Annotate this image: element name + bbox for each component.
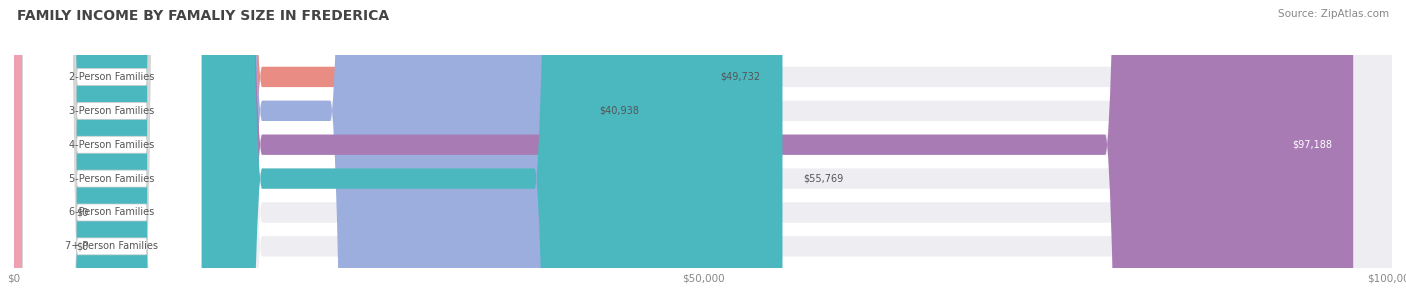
FancyBboxPatch shape [14, 0, 699, 305]
FancyBboxPatch shape [14, 0, 52, 305]
Text: $40,938: $40,938 [599, 106, 638, 116]
Text: $0: $0 [76, 241, 89, 251]
FancyBboxPatch shape [22, 0, 201, 305]
FancyBboxPatch shape [14, 0, 52, 305]
Text: 7+ Person Families: 7+ Person Families [66, 241, 159, 251]
FancyBboxPatch shape [14, 0, 1353, 305]
FancyBboxPatch shape [14, 0, 1392, 305]
Text: $97,188: $97,188 [1292, 140, 1333, 150]
Text: 4-Person Families: 4-Person Families [69, 140, 155, 150]
Text: 5-Person Families: 5-Person Families [69, 174, 155, 184]
FancyBboxPatch shape [14, 0, 1392, 305]
Text: $0: $0 [76, 207, 89, 217]
FancyBboxPatch shape [14, 0, 1392, 305]
FancyBboxPatch shape [14, 0, 783, 305]
Text: FAMILY INCOME BY FAMALIY SIZE IN FREDERICA: FAMILY INCOME BY FAMALIY SIZE IN FREDERI… [17, 9, 389, 23]
FancyBboxPatch shape [22, 0, 201, 305]
Text: 3-Person Families: 3-Person Families [69, 106, 155, 116]
FancyBboxPatch shape [22, 0, 201, 305]
FancyBboxPatch shape [22, 0, 201, 305]
Text: 2-Person Families: 2-Person Families [69, 72, 155, 82]
Text: $49,732: $49,732 [720, 72, 761, 82]
Text: Source: ZipAtlas.com: Source: ZipAtlas.com [1278, 9, 1389, 19]
FancyBboxPatch shape [14, 0, 1392, 305]
Text: $55,769: $55,769 [803, 174, 844, 184]
FancyBboxPatch shape [14, 0, 1392, 305]
FancyBboxPatch shape [14, 0, 578, 305]
FancyBboxPatch shape [22, 0, 201, 305]
FancyBboxPatch shape [14, 0, 1392, 305]
FancyBboxPatch shape [22, 0, 201, 305]
Text: 6-Person Families: 6-Person Families [69, 207, 155, 217]
